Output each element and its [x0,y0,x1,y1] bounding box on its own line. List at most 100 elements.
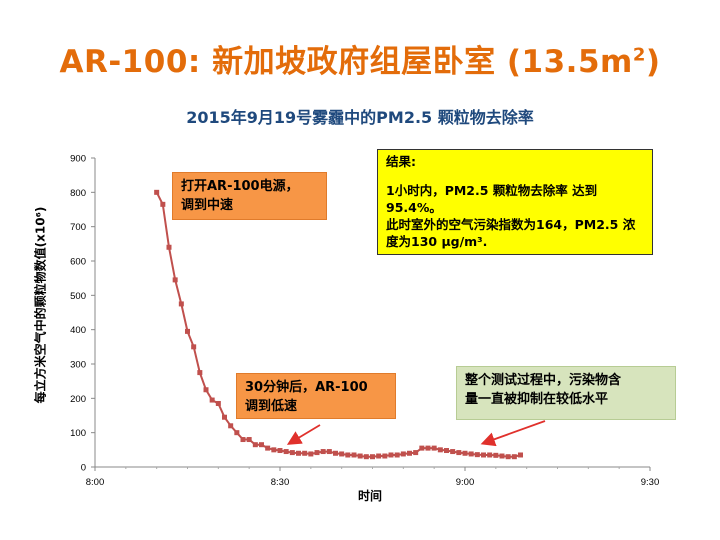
data-point [289,450,295,456]
data-point [308,451,314,457]
x-tick-label: 8:30 [271,477,290,488]
result-box: 结果: 1小时内，PM2.5 颗粒物去除率 达到95.4%。 此时室外的空气污染… [377,149,653,255]
data-point [209,397,215,403]
data-point [474,452,480,458]
data-point [160,201,166,207]
data-point [283,449,289,455]
data-point [234,430,240,436]
y-axis-ticks: 0 100 200 300 400 500 600 700 800 900 [70,154,95,474]
data-point [382,453,388,459]
data-point [493,452,499,458]
x-tick-label: 9:30 [641,477,660,488]
y-tick-label: 500 [70,291,86,302]
y-axis-label-wrap: 每立方米空气中的颗粒物数值(x10⁶) [28,140,52,470]
data-point [185,328,190,334]
data-point [419,445,425,451]
y-tick-label: 200 [70,394,86,405]
data-point [357,453,363,459]
callout-arrows [286,420,546,447]
data-point [456,450,462,456]
data-point [215,400,221,406]
arrow-suppressed [480,420,546,447]
data-point [444,448,449,454]
data-point [271,447,277,453]
callout-power-on-line1: 打开AR-100电源， [181,179,299,194]
data-point [437,447,443,453]
data-point [394,452,400,458]
data-point [166,244,172,250]
x-tick-label: 9:00 [456,477,475,488]
data-point [499,453,505,459]
callout-low-speed-line1: 30分钟后，AR-100 [245,380,368,395]
data-point [228,423,234,429]
data-point [450,449,456,455]
slide-title-main: AR-100: 新加坡政府组屋卧室 (13.5m [59,44,633,80]
y-tick-label: 0 [81,463,86,474]
data-point [388,452,394,458]
data-point [252,442,258,448]
callout-suppressed-line2: 量一直被抑制在较低水平 [465,392,609,407]
slide-title-superscript: 2 [632,44,646,66]
data-point [462,450,468,456]
arrow-low-speed [286,424,321,445]
data-point [191,344,197,350]
data-point [277,448,283,454]
data-point [246,437,252,443]
data-point [487,452,493,458]
y-tick-label: 600 [70,257,86,268]
data-point [407,450,412,456]
data-point [222,414,227,420]
data-point [370,454,375,460]
data-point [154,189,160,195]
series-group [154,189,523,460]
x-axis-ticks: 8:00 8:30 9:00 9:30 [86,467,660,488]
data-point [296,450,301,456]
chart-title: 2015年9月19号雾霾中的PM2.5 颗粒物去除率 [186,108,534,127]
callout-suppressed: 整个测试过程中，污染物含 量一直被抑制在较低水平 [456,366,676,420]
slide-title-end: ) [645,44,661,80]
callout-low-speed: 30分钟后，AR-100 调到低速 [236,373,396,419]
x-tick-label: 8:00 [86,477,105,488]
callout-low-speed-line2: 调到低速 [245,399,298,414]
x-axis-label: 时间 [357,489,382,503]
data-point [468,451,474,457]
y-tick-label: 400 [70,325,86,336]
data-point [345,452,351,458]
callout-power-on-line2: 调到中速 [181,198,234,213]
data-point [197,370,203,376]
result-line-2: 此时室外的空气污染指数为164，PM2.5 浓 [386,217,636,232]
data-point [172,277,178,283]
slide-title: AR-100: 新加坡政府组屋卧室 (13.5m2) [0,36,720,81]
data-point [400,451,406,457]
data-point [511,454,517,460]
data-point [481,452,486,458]
y-tick-label: 800 [70,188,86,199]
data-point [333,450,338,456]
data-point [425,445,431,451]
y-tick-label: 100 [70,428,86,439]
data-point [339,451,345,457]
data-point [320,449,326,455]
data-point [505,454,511,460]
data-point [240,437,246,443]
callout-power-on: 打开AR-100电源， 调到中速 [172,172,327,220]
y-tick-label: 300 [70,360,86,371]
data-point [518,452,523,458]
data-point [302,450,308,456]
result-line-3: 度为130 μg/m³. [386,234,488,249]
data-point [363,454,369,460]
y-tick-label: 900 [70,154,86,165]
y-tick-label: 700 [70,222,86,233]
data-point [376,453,382,459]
data-point [326,449,332,455]
data-point [431,445,437,451]
y-axis-label: 每立方米空气中的颗粒物数值(x10⁶) [33,206,48,404]
data-point [203,387,209,393]
data-point [259,442,264,448]
result-heading: 结果: [386,154,416,169]
data-point [265,445,271,451]
data-point [314,450,320,456]
data-point [351,452,357,458]
data-point [413,450,419,456]
